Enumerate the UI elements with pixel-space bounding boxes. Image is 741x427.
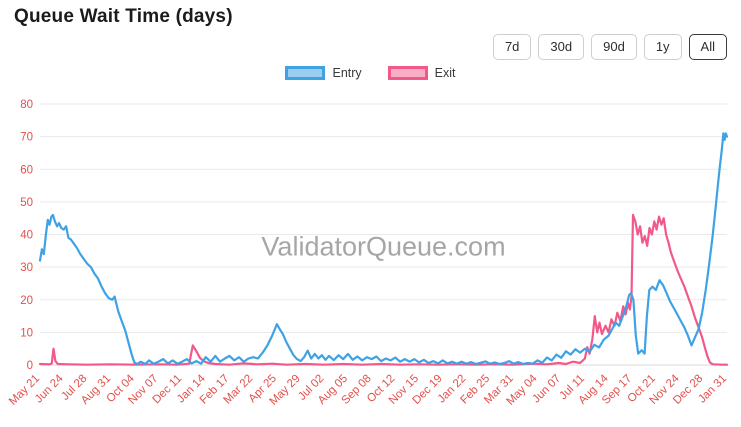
series-line-exit (38, 213, 729, 366)
svg-text:40: 40 (20, 230, 33, 242)
legend-swatch-entry (285, 66, 326, 80)
range-button-90d[interactable]: 90d (591, 34, 637, 60)
legend-item-exit[interactable]: Exit (387, 66, 456, 80)
svg-text:70: 70 (20, 132, 33, 144)
legend-swatch-exit (387, 66, 428, 80)
y-gridlines (40, 103, 727, 366)
svg-text:30: 30 (20, 262, 33, 274)
range-buttons: 7d 30d 90d 1y All (492, 34, 727, 60)
svg-text:May 21: May 21 (7, 373, 42, 408)
y-axis-labels: 0 10 20 30 40 50 60 70 80 (20, 99, 33, 372)
svg-text:60: 60 (20, 164, 33, 176)
svg-text:10: 10 (20, 327, 33, 339)
legend-label: Exit (434, 66, 456, 80)
svg-text:50: 50 (20, 197, 33, 209)
page-title: Queue Wait Time (days) (14, 6, 233, 27)
series-line-entry (38, 132, 729, 366)
range-button-7d[interactable]: 7d (492, 34, 532, 60)
range-button-30d[interactable]: 30d (538, 34, 585, 60)
svg-text:0: 0 (27, 360, 33, 372)
legend-item-entry[interactable]: Entry (285, 66, 362, 80)
range-button-1y[interactable]: 1y (643, 34, 682, 60)
svg-text:20: 20 (20, 295, 33, 307)
svg-text:80: 80 (20, 99, 33, 111)
legend-label: Entry (332, 66, 362, 80)
watermark: ValidatorQueue.com (261, 231, 505, 261)
legend: Entry Exit (0, 66, 741, 80)
range-button-all[interactable]: All (688, 34, 727, 60)
